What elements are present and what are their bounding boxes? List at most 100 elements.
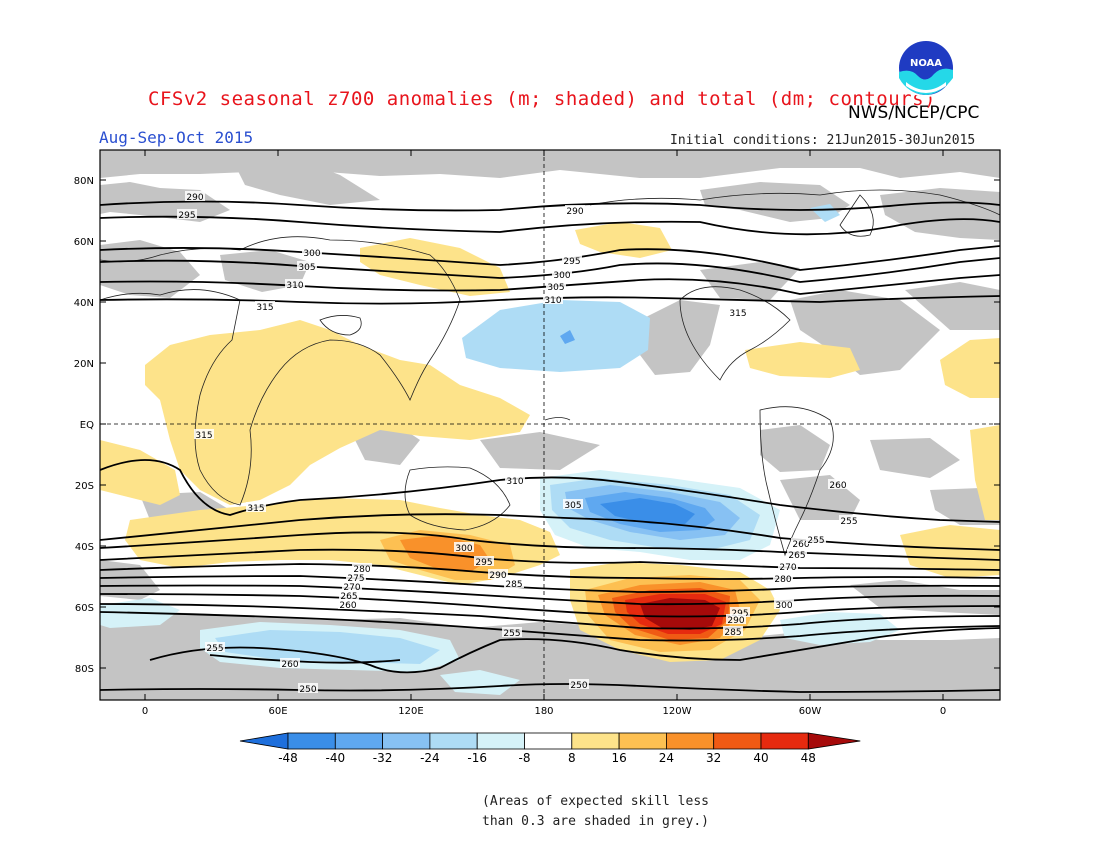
colorbar-swatch: [713, 732, 762, 750]
lat-label: 40S: [75, 542, 94, 553]
colorbar-swatch: [429, 732, 478, 750]
svg-text:310: 310: [286, 281, 303, 291]
svg-text:300: 300: [553, 271, 570, 281]
logo-text: NOAA: [910, 58, 942, 69]
contour-label: 280: [773, 573, 793, 585]
svg-text:305: 305: [298, 263, 315, 273]
colorbar-tick-label: -24: [420, 751, 440, 765]
contour-label: 295: [562, 255, 582, 267]
svg-text:310: 310: [506, 477, 523, 487]
contour-label: 255: [205, 642, 225, 654]
contour-label: 265: [339, 590, 359, 602]
colorbar-swatch: [618, 732, 667, 750]
longitude-axis: 0 60E 120E 180 120W 60W 0: [142, 150, 946, 717]
contour-label: 260: [828, 479, 848, 491]
colorbar-swatch: [476, 732, 525, 750]
colorbar-swatch: [760, 732, 809, 750]
contour-label: 260: [280, 658, 300, 670]
contour-label: 300: [774, 599, 794, 611]
colorbar-tick-label: 8: [568, 751, 576, 765]
contour-label: 280: [352, 563, 372, 575]
svg-text:255: 255: [840, 517, 857, 527]
coastlines: [100, 189, 1000, 557]
reference-lines: [100, 150, 1000, 700]
contour-label: 270: [342, 581, 362, 593]
contour-label: 290: [185, 191, 205, 203]
colorbar-swatch: [287, 732, 336, 750]
lon-label: 120E: [398, 706, 423, 717]
lat-label: EQ: [80, 420, 94, 431]
contour-label: 315: [255, 301, 275, 313]
contour-label: 295: [474, 556, 494, 568]
skill-footnote: (Areas of expected skill less than 0.3 a…: [482, 792, 709, 832]
colorbar-left-arrow: [239, 732, 289, 750]
contour-label: 315: [194, 429, 214, 441]
colorbar-swatch: [571, 732, 620, 750]
lat-label: 80N: [74, 176, 94, 187]
svg-text:285: 285: [724, 628, 741, 638]
svg-text:290: 290: [489, 571, 506, 581]
svg-text:260: 260: [281, 660, 298, 670]
map-title: CFSv2 seasonal z700 anomalies (m; shaded…: [148, 88, 936, 110]
contour-label: 275: [346, 572, 366, 584]
contour-label: 315: [246, 502, 266, 514]
lon-label: 120W: [663, 706, 692, 717]
svg-text:270: 270: [779, 563, 796, 573]
svg-text:260: 260: [339, 601, 356, 611]
colorbar-swatch: [382, 732, 431, 750]
lon-label: 60W: [799, 706, 822, 717]
colorbar-tick-label: 32: [706, 751, 721, 765]
svg-text:260: 260: [792, 540, 809, 550]
negative-anomaly-areas: [100, 204, 900, 695]
colorbar-swatch: [524, 732, 573, 750]
lat-label: 40N: [74, 298, 94, 309]
positive-anomaly-areas: [100, 222, 1000, 662]
lat-label: 20S: [75, 481, 94, 492]
contour-label: 255: [806, 534, 826, 546]
contour-label: 305: [297, 261, 317, 273]
colorbar-swatch: [334, 732, 383, 750]
colorbar-tick-label: 16: [611, 751, 626, 765]
svg-text:305: 305: [564, 501, 581, 511]
contour-label: 255: [839, 515, 859, 527]
svg-text:275: 275: [347, 574, 364, 584]
height-contours: [100, 200, 1000, 693]
colorbar-tick-label: 40: [753, 751, 768, 765]
svg-text:300: 300: [303, 249, 320, 259]
noaa-logo: NOAA: [897, 39, 955, 97]
svg-text:310: 310: [544, 296, 561, 306]
contour-label: 265: [787, 549, 807, 561]
colorbar-right-arrow: [807, 732, 861, 750]
svg-text:290: 290: [566, 207, 583, 217]
map-frame: [99, 149, 1001, 701]
svg-text:280: 280: [774, 575, 791, 585]
contour-label: 285: [723, 626, 743, 638]
contour-label: 300: [552, 269, 572, 281]
svg-text:255: 255: [206, 644, 223, 654]
colorbar-tick-label: -32: [373, 751, 393, 765]
footnote-line-1: (Areas of expected skill less: [482, 794, 709, 809]
colorbar-tick-label: -48: [278, 751, 298, 765]
lat-label: 20N: [74, 359, 94, 370]
contour-label: 290: [565, 205, 585, 217]
contour-label: 260: [338, 599, 358, 611]
svg-text:260: 260: [829, 481, 846, 491]
svg-text:265: 265: [788, 551, 805, 561]
contour-label: 260: [791, 538, 811, 550]
svg-text:290: 290: [727, 616, 744, 626]
contour-label: 270: [778, 561, 798, 573]
contour-label: 310: [505, 475, 525, 487]
svg-text:265: 265: [340, 592, 357, 602]
contour-label: 290: [726, 614, 746, 626]
svg-text:290: 290: [186, 193, 203, 203]
svg-text:315: 315: [729, 309, 746, 319]
contour-label: 295: [177, 209, 197, 221]
contour-label: 305: [546, 281, 566, 293]
svg-text:315: 315: [247, 504, 264, 514]
svg-text:300: 300: [455, 544, 472, 554]
svg-text:295: 295: [563, 257, 580, 267]
svg-text:315: 315: [195, 431, 212, 441]
svg-text:285: 285: [505, 580, 522, 590]
contour-label: 250: [298, 683, 318, 695]
